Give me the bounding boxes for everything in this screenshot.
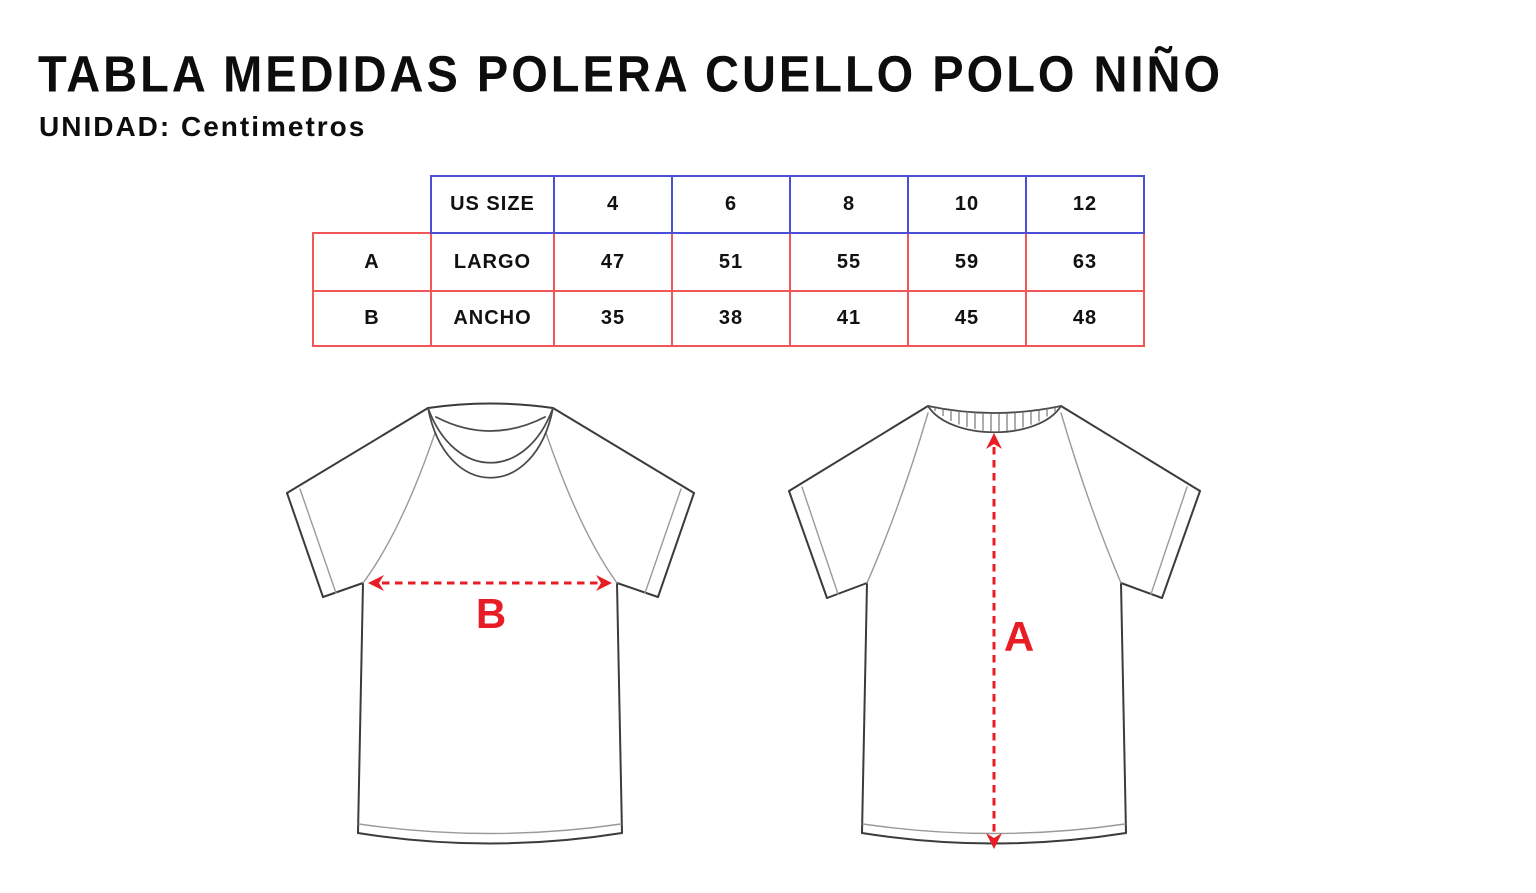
us-size-header-cell: US SIZE: [430, 175, 555, 234]
table-row-ancho: B ANCHO 35 38 41 45 48: [312, 290, 1145, 347]
crew-collar: [427, 407, 554, 479]
measure-name-cell: LARGO: [430, 232, 555, 292]
ribbed-collar: [927, 405, 1062, 434]
size-table: US SIZE 4 6 8 10 12 A LARGO 47 51 55 59 …: [312, 175, 1145, 347]
size-col-header: 12: [1025, 175, 1145, 234]
value-cell: 47: [553, 232, 673, 292]
value-cell: 48: [1025, 290, 1145, 347]
size-col-header: 10: [907, 175, 1027, 234]
size-col-header: 6: [671, 175, 791, 234]
back-shirt-diagram: A: [788, 405, 1201, 849]
front-shirt-diagram: B: [286, 402, 695, 845]
page-title: TABLA MEDIDAS POLERA CUELLO POLO NIÑO: [38, 45, 1224, 103]
size-col-header: 4: [553, 175, 673, 234]
shirt-back-outline: [788, 405, 1201, 845]
value-cell: 38: [671, 290, 791, 347]
table-row-largo: A LARGO 47 51 55 59 63: [312, 232, 1145, 292]
width-measure-label: B: [476, 590, 506, 637]
length-measure-arrow: A: [986, 433, 1034, 849]
value-cell: 45: [907, 290, 1027, 347]
value-cell: 59: [907, 232, 1027, 292]
page-subtitle: UNIDAD: Centimetros: [39, 111, 367, 142]
value-cell: 41: [789, 290, 909, 347]
value-cell: 35: [553, 290, 673, 347]
dimension-letter-cell: B: [312, 290, 432, 347]
value-cell: 51: [671, 232, 791, 292]
measure-name-cell: ANCHO: [430, 290, 555, 347]
value-cell: 55: [789, 232, 909, 292]
table-corner-blank: [313, 176, 431, 233]
width-measure-arrow: B: [368, 575, 612, 637]
shirt-front-outline: [286, 402, 695, 845]
value-cell: 63: [1025, 232, 1145, 292]
size-table-header-row: US SIZE 4 6 8 10 12: [313, 175, 1145, 234]
length-measure-label: A: [1004, 613, 1034, 660]
dimension-letter-cell: A: [312, 232, 432, 292]
size-col-header: 8: [789, 175, 909, 234]
